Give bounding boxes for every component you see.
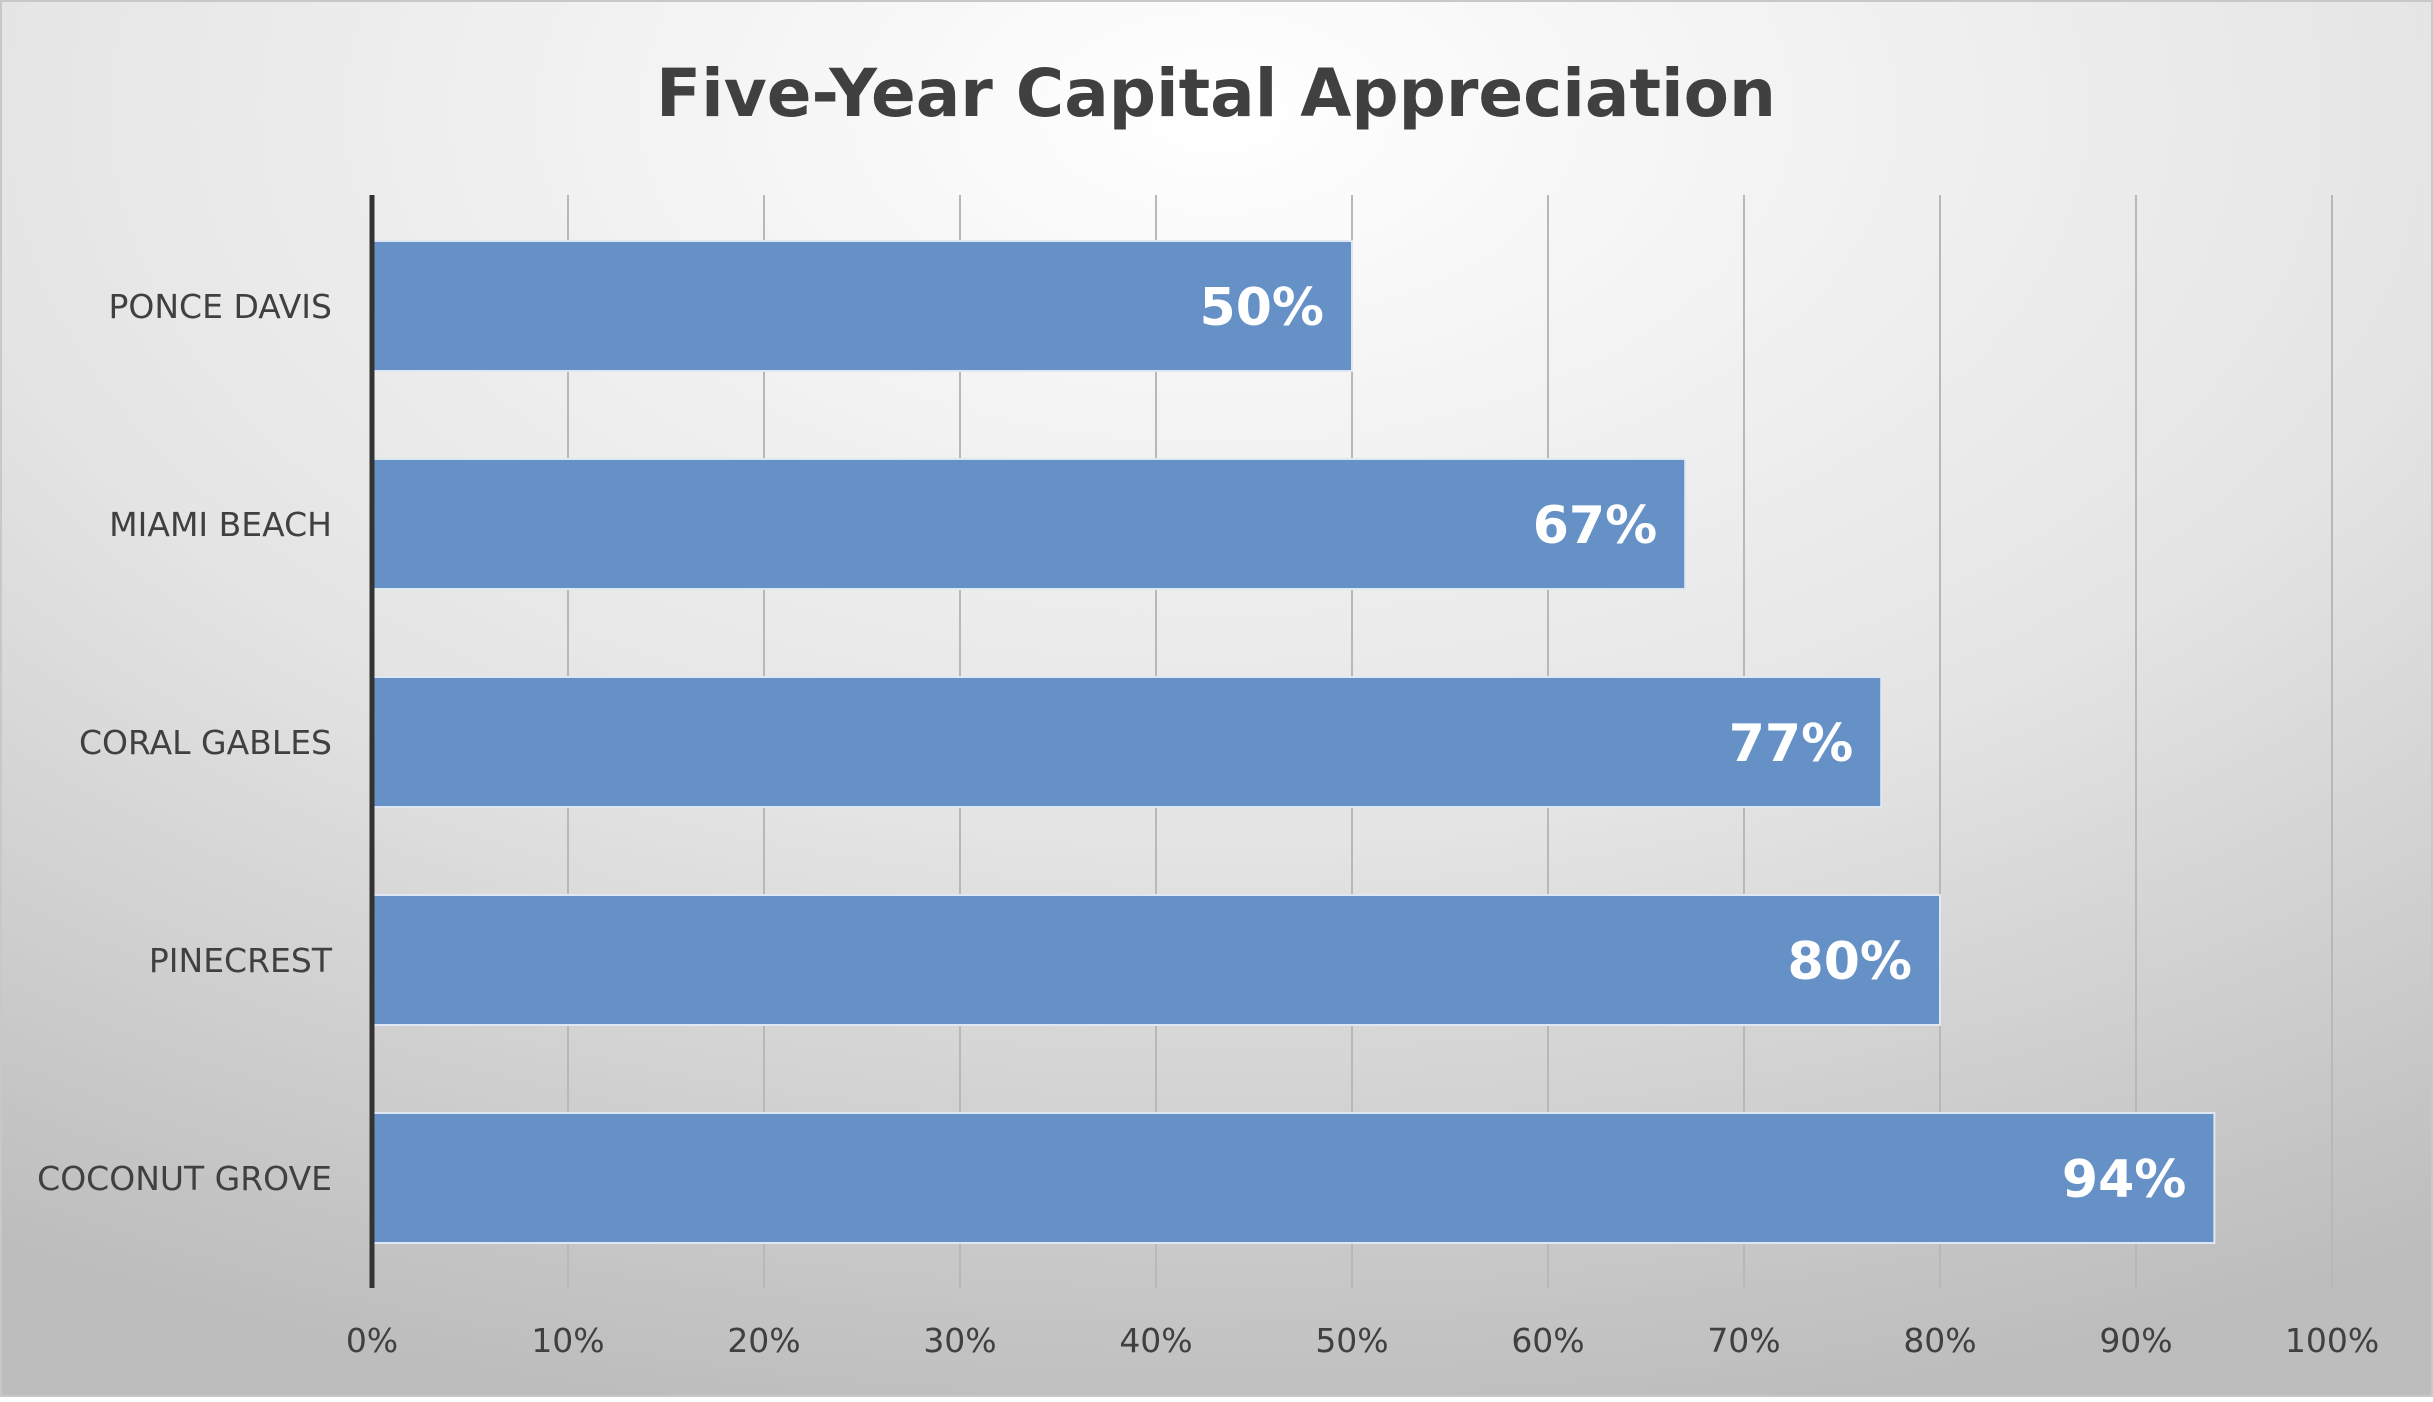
x-tick-label: 0% (346, 1321, 398, 1360)
x-tick-label: 100% (2285, 1321, 2379, 1360)
x-tick-label: 90% (2099, 1321, 2172, 1360)
category-label: PINECREST (149, 941, 333, 980)
bar (371, 676, 1883, 808)
category-label: CORAL GABLES (79, 723, 332, 762)
x-tick-label: 30% (923, 1321, 996, 1360)
axes: 0% 10% 20% 30% 40% 50% 60% 70% 80% 90% 100% PONCE D… (37, 195, 2379, 1360)
x-tick-label: 70% (1707, 1321, 1780, 1360)
chart-title: Five-Year Capital Appreciation (656, 55, 1776, 132)
bar (371, 894, 1941, 1026)
x-tick-label: 50% (1315, 1321, 1388, 1360)
x-tick-label: 40% (1119, 1321, 1192, 1360)
data-label: 80% (1788, 932, 1912, 992)
category-label: MIAMI BEACH (109, 505, 332, 544)
x-tick-label: 10% (531, 1321, 604, 1360)
x-tick-label: 20% (727, 1321, 800, 1360)
bar (371, 1112, 2216, 1244)
data-label: 50% (1200, 278, 1324, 338)
data-label: 67% (1533, 496, 1657, 556)
gridlines (567, 195, 2333, 1288)
bar (371, 458, 1687, 590)
data-label: 77% (1729, 714, 1853, 774)
bars: 50% 67% 77% 80% 94% (371, 240, 2216, 1244)
x-tick-label: 60% (1511, 1321, 1584, 1360)
data-label: 94% (2062, 1150, 2186, 1210)
x-tick-label: 80% (1903, 1321, 1976, 1360)
category-label: PONCE DAVIS (109, 287, 333, 326)
category-label: COCONUT GROVE (37, 1159, 332, 1198)
